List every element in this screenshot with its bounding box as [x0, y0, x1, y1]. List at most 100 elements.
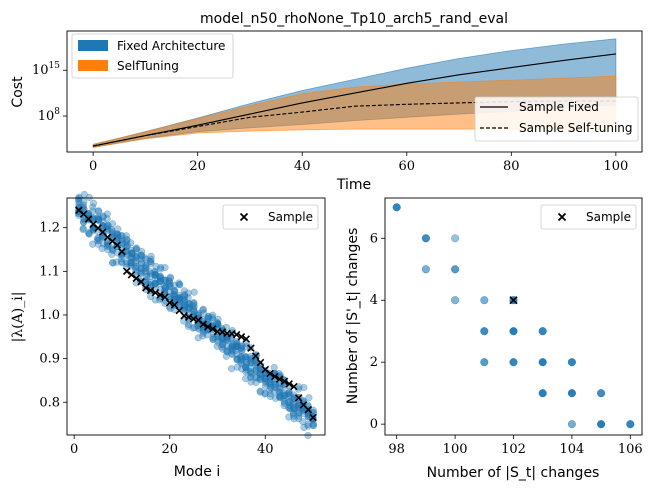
sample-marker: [237, 333, 246, 341]
eigenvalue-point: [300, 383, 308, 392]
sample-marker: [132, 274, 141, 283]
changes-point: [451, 265, 460, 274]
sample-marker: [142, 284, 150, 292]
sample-marker: [208, 325, 217, 333]
eigenvalue-point: [305, 394, 313, 402]
br-y-tick-label: 2: [370, 355, 378, 370]
top-x-axis-label: Time: [336, 177, 371, 193]
eigenvalue-point: [103, 210, 111, 218]
eigenvalue-point: [194, 334, 202, 342]
sample-marker: [280, 377, 289, 386]
eigenvalue-point: [180, 287, 188, 295]
changes-point: [392, 203, 401, 212]
top-y-tick-label: 1015: [32, 61, 60, 78]
bl-x-tick-label: 40: [257, 442, 274, 457]
legend-marker-x-icon: [557, 212, 567, 222]
eigenvalue-point: [165, 277, 173, 285]
eigenvalue-point: [270, 363, 278, 372]
eigenvalue-point: [157, 265, 165, 273]
eigenvalue-point: [214, 315, 222, 323]
top-x-tick-label: 60: [398, 159, 415, 174]
sample-marker: [185, 313, 193, 321]
eigenvalue-point: [109, 259, 117, 267]
bl-x-tick-label: 0: [70, 442, 78, 457]
eigenvalue-point: [242, 363, 250, 371]
eigenvalue-point: [184, 293, 192, 302]
changes-point: [421, 265, 430, 274]
sample-marker: [290, 382, 298, 391]
top-x-tick-label: 100: [603, 159, 628, 174]
eigenvalue-point: [290, 391, 298, 399]
sample-marker: [275, 375, 284, 383]
br-legend: Sample: [540, 204, 637, 230]
eigenvalue-point: [295, 412, 303, 420]
eigenvalue-point: [89, 240, 97, 248]
legend-swatch-fixed: [78, 40, 108, 51]
changes-point: [567, 389, 576, 398]
eigenvalue-point: [99, 213, 107, 221]
br-legend-label: Sample: [586, 210, 631, 224]
sample-marker: [137, 278, 145, 286]
changes-point: [597, 420, 606, 429]
sample-marker: [122, 267, 131, 276]
top-x-tick-label: 20: [189, 159, 206, 174]
br-plot-frame: [384, 197, 643, 436]
br-x-axis-label: Number of |S_t| changes: [427, 465, 600, 481]
eigenvalue-point: [132, 257, 140, 265]
br-x-tick-label: 100: [443, 442, 468, 457]
eigenvalue-point: [127, 239, 135, 247]
eigenvalue-point: [161, 264, 169, 272]
changes-point: [567, 420, 576, 429]
changes-point: [509, 327, 518, 336]
eigenvalue-point: [199, 306, 207, 314]
eigenvalue-point: [142, 261, 150, 269]
figure-title: model_n50_rhoNone_Tp10_arch5_rand_eval: [200, 11, 508, 27]
eigenvalue-point: [109, 259, 117, 267]
top-x-tick-label: 40: [294, 159, 311, 174]
sample-marker: [165, 299, 174, 307]
sample-marker: [146, 286, 155, 295]
cost-over-time-chart: 0 20 40 60 80 100 108 1015 Time Cost Fixed Arc…: [10, 30, 643, 193]
legend-label-sample-fixed: Sample Fixed: [519, 100, 599, 114]
top-y-axis-label: Cost: [10, 76, 26, 108]
eigenvalue-point: [228, 365, 236, 373]
sample-marker: [199, 320, 207, 328]
changes-scatter-chart: 98 100 102 104 106 0 2 4 6 Number of |S_t| chan…: [345, 197, 643, 481]
eigenvalue-point: [275, 369, 283, 378]
changes-point: [538, 358, 547, 367]
eigenvalue-point: [289, 410, 297, 418]
changes-point: [480, 358, 489, 367]
eigenvalue-point: [233, 350, 241, 359]
top-x-tick-label: 0: [89, 159, 97, 174]
br-x-tick-label: 106: [618, 442, 643, 457]
sample-marker: [271, 372, 279, 381]
eigenvalue-point: [89, 199, 98, 207]
sample-marker: [127, 271, 136, 279]
eigenvalue-point: [256, 388, 265, 396]
top-legend-samples: Sample Fixed Sample Self-tuning: [474, 96, 639, 142]
eigenvalue-point: [199, 329, 207, 337]
bl-x-tick-label: 20: [161, 442, 178, 457]
sample-marker: [204, 323, 212, 331]
legend-label-selftuning: SelfTuning: [117, 59, 179, 73]
bl-y-tick-label: 1.0: [39, 308, 60, 323]
sample-marker: [156, 291, 164, 299]
changes-point: [480, 296, 489, 305]
eigenvalue-point: [170, 287, 178, 295]
eigenvalue-point: [184, 322, 192, 330]
eigenvalue-point: [147, 258, 155, 266]
eigenvalue-point: [95, 207, 103, 215]
changes-point: [421, 234, 430, 243]
top-y-tick-label: 108: [38, 107, 61, 124]
bl-legend: Sample: [222, 204, 319, 230]
legend-swatch-selftuning: [78, 60, 108, 71]
changes-point: [480, 327, 489, 336]
eigenvalue-point: [156, 272, 165, 280]
bl-y-tick-label: 1.1: [39, 264, 60, 279]
eigenvalue-point: [138, 248, 146, 256]
sample-marker: [509, 296, 518, 305]
eigenvalue-point: [151, 268, 159, 277]
br-y-tick-label: 4: [370, 293, 378, 308]
sample-marker: [309, 413, 317, 422]
